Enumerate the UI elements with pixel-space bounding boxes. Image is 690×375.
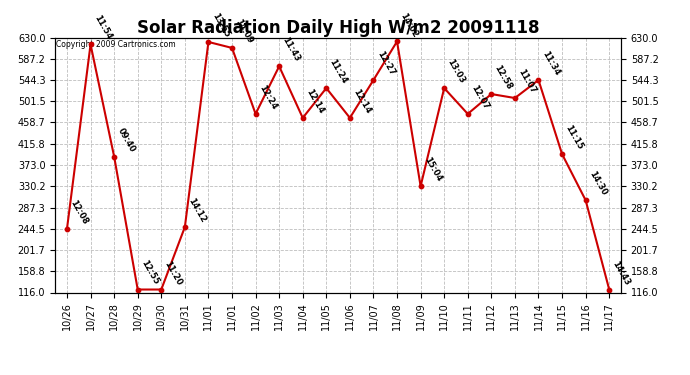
- Text: 12:14: 12:14: [304, 87, 326, 115]
- Text: 14:09: 14:09: [233, 18, 255, 45]
- Point: [85, 42, 96, 48]
- Text: 11:15: 11:15: [564, 123, 584, 151]
- Text: 11:43: 11:43: [281, 36, 302, 63]
- Text: 12:27: 12:27: [375, 50, 396, 77]
- Text: 12:55: 12:55: [139, 259, 160, 287]
- Text: 11:20: 11:20: [163, 259, 184, 287]
- Text: 15:04: 15:04: [422, 156, 443, 183]
- Point: [61, 226, 72, 232]
- Point: [226, 45, 237, 51]
- Point: [533, 77, 544, 83]
- Text: 12:24: 12:24: [257, 83, 278, 111]
- Point: [509, 95, 520, 101]
- Text: 11:54: 11:54: [92, 14, 113, 42]
- Title: Solar Radiation Daily High W/m2 20091118: Solar Radiation Daily High W/m2 20091118: [137, 20, 540, 38]
- Point: [580, 197, 591, 203]
- Point: [439, 85, 450, 91]
- Point: [250, 111, 261, 117]
- Point: [344, 115, 355, 121]
- Point: [156, 286, 167, 292]
- Point: [132, 286, 144, 292]
- Text: 14:43: 14:43: [611, 259, 632, 287]
- Point: [274, 63, 285, 69]
- Point: [179, 224, 190, 230]
- Text: 11:07: 11:07: [516, 68, 538, 95]
- Point: [415, 183, 426, 189]
- Text: 14:30: 14:30: [587, 170, 608, 198]
- Text: 12:14: 12:14: [351, 87, 373, 115]
- Point: [321, 85, 332, 91]
- Point: [486, 91, 497, 97]
- Text: Copyright 2009 Cartronics.com: Copyright 2009 Cartronics.com: [57, 40, 176, 49]
- Text: 11:34: 11:34: [540, 50, 561, 77]
- Point: [108, 154, 119, 160]
- Point: [368, 77, 379, 83]
- Text: 11:24: 11:24: [328, 57, 349, 86]
- Text: 09:40: 09:40: [115, 126, 137, 154]
- Point: [203, 39, 214, 45]
- Text: 12:08: 12:08: [68, 198, 90, 226]
- Text: 14:12: 14:12: [186, 196, 208, 224]
- Text: 13:55: 13:55: [210, 12, 231, 39]
- Text: 13:03: 13:03: [446, 58, 466, 86]
- Point: [462, 111, 473, 117]
- Point: [557, 151, 568, 157]
- Text: 14:02: 14:02: [398, 11, 420, 39]
- Point: [391, 39, 402, 45]
- Point: [604, 286, 615, 292]
- Text: 12:07: 12:07: [469, 84, 491, 111]
- Text: 12:58: 12:58: [493, 64, 514, 91]
- Point: [297, 115, 308, 121]
